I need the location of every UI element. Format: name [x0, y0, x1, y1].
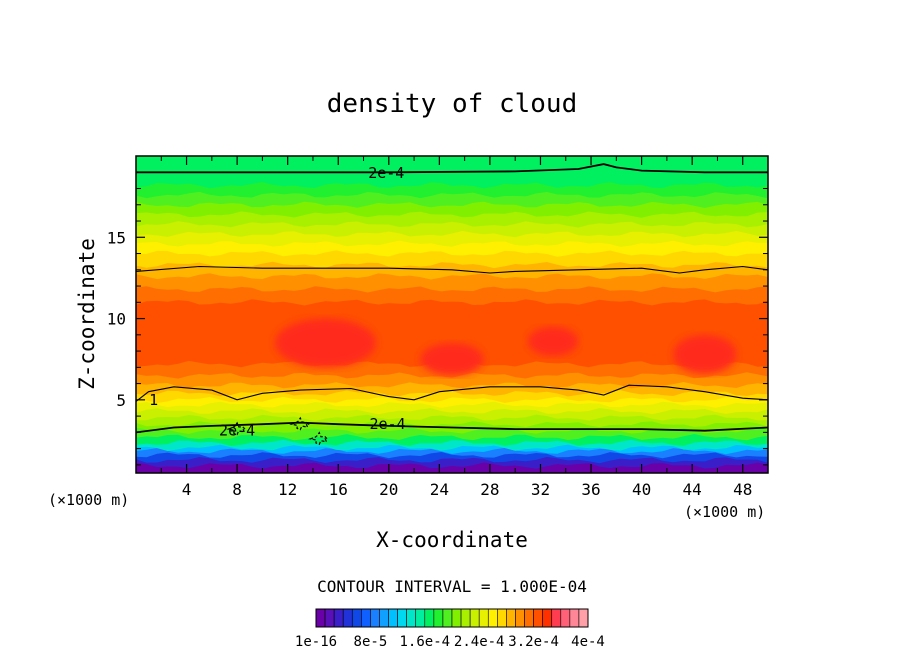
contour-lines: 2e-4 2e-4 1 2e-4 — [136, 163, 768, 446]
colorbar-swatch — [370, 608, 380, 628]
x-axis-label: X-coordinate — [376, 528, 528, 552]
x-tick-label: 12 — [278, 480, 297, 499]
y-axis: 5 10 15 — [107, 171, 768, 466]
plot-area — [136, 156, 768, 473]
colorbar-label: 2.4e-4 — [454, 634, 505, 650]
contour-line — [136, 421, 768, 434]
hot-spot — [275, 318, 377, 368]
colorbar-swatch — [560, 608, 571, 628]
colorbar-swatch — [379, 608, 389, 628]
x-tick-label: 44 — [683, 480, 702, 499]
colorbar-label: 1.6e-4 — [400, 634, 451, 650]
contour-line — [136, 265, 768, 274]
colorbar-swatch — [469, 608, 480, 628]
colorbar-swatch — [415, 608, 426, 628]
x-unit-left: (×1000 m) — [48, 491, 129, 509]
colorbar-swatch — [361, 608, 371, 628]
contour-line — [136, 384, 768, 402]
chart-title: density of cloud — [327, 89, 577, 119]
colorbar-swatch — [506, 608, 516, 628]
x-tick-label: 16 — [329, 480, 348, 499]
colorbar-swatch — [551, 608, 562, 628]
colorbar-swatch — [315, 608, 326, 628]
hot-spot — [527, 326, 579, 356]
colorbar-label: 3.2e-4 — [508, 634, 559, 650]
contour-patch — [308, 431, 329, 446]
x-tick-label: 24 — [430, 480, 449, 499]
x-tick-label: 36 — [581, 480, 600, 499]
x-tick-label: 48 — [733, 480, 752, 499]
hot-spot — [673, 334, 737, 374]
colorbar-label: 8e-5 — [354, 634, 388, 650]
x-tick-label: 20 — [379, 480, 398, 499]
colorbar-swatch — [333, 608, 344, 628]
plot-frame — [135, 155, 769, 474]
contour-label: 2e-4 — [368, 164, 404, 182]
colorbar-swatch — [397, 608, 407, 628]
colorbar-label: 4e-4 — [571, 634, 605, 650]
colorbar-swatch — [460, 608, 471, 628]
x-tick-label: 4 — [182, 480, 192, 499]
x-tick-label: 8 — [232, 480, 242, 499]
colorbar-swatch — [406, 608, 417, 628]
hot-spot — [420, 342, 484, 376]
colorbar-swatch — [351, 608, 362, 628]
colorbar-swatch — [324, 608, 335, 628]
colorbar: 1e-16 8e-5 1.6e-4 2.4e-4 3.2e-4 4e-4 — [295, 608, 605, 650]
x-tick-label: 40 — [632, 480, 651, 499]
colorbar-swatch — [451, 608, 462, 628]
colorbar-swatch — [442, 608, 453, 628]
colorbar-swatch — [542, 608, 553, 628]
contour-label: 2e-4 — [369, 415, 405, 433]
y-tick-label: 5 — [116, 391, 126, 410]
contour-label: 2e-4 — [219, 422, 255, 440]
colorbar-swatch — [578, 608, 589, 628]
colorbar-frame — [315, 608, 589, 628]
x-axis: 4 8 12 16 20 24 28 32 36 40 44 48 — [160, 156, 752, 499]
x-unit-right: (×1000 m) — [684, 503, 765, 521]
x-tick-label: 32 — [531, 480, 550, 499]
x-tick-label: 28 — [480, 480, 499, 499]
contour-patch — [226, 421, 247, 436]
contour-interval: CONTOUR INTERVAL = 1.000E-04 — [317, 577, 587, 596]
y-axis-label: Z-coordinate — [75, 238, 99, 390]
colorbar-swatch — [487, 608, 498, 628]
colorbar-label: 1e-16 — [295, 634, 337, 650]
colorbar-swatch — [424, 608, 435, 628]
colorbar-swatch — [497, 608, 507, 628]
colorbar-swatch — [569, 608, 580, 628]
colorbar-swatch — [342, 608, 353, 628]
contour-line — [136, 163, 768, 174]
colorbar-swatch — [433, 608, 444, 628]
y-tick-label: 10 — [107, 310, 126, 329]
contour-label: 1 — [149, 391, 158, 409]
y-tick-label: 15 — [107, 228, 126, 247]
colorbar-swatch — [388, 608, 398, 628]
colorbar-swatch — [478, 608, 489, 628]
colorbar-swatch — [533, 608, 543, 628]
contour-patch — [289, 416, 310, 431]
colorbar-swatch — [515, 608, 525, 628]
colorbar-swatch — [524, 608, 534, 628]
